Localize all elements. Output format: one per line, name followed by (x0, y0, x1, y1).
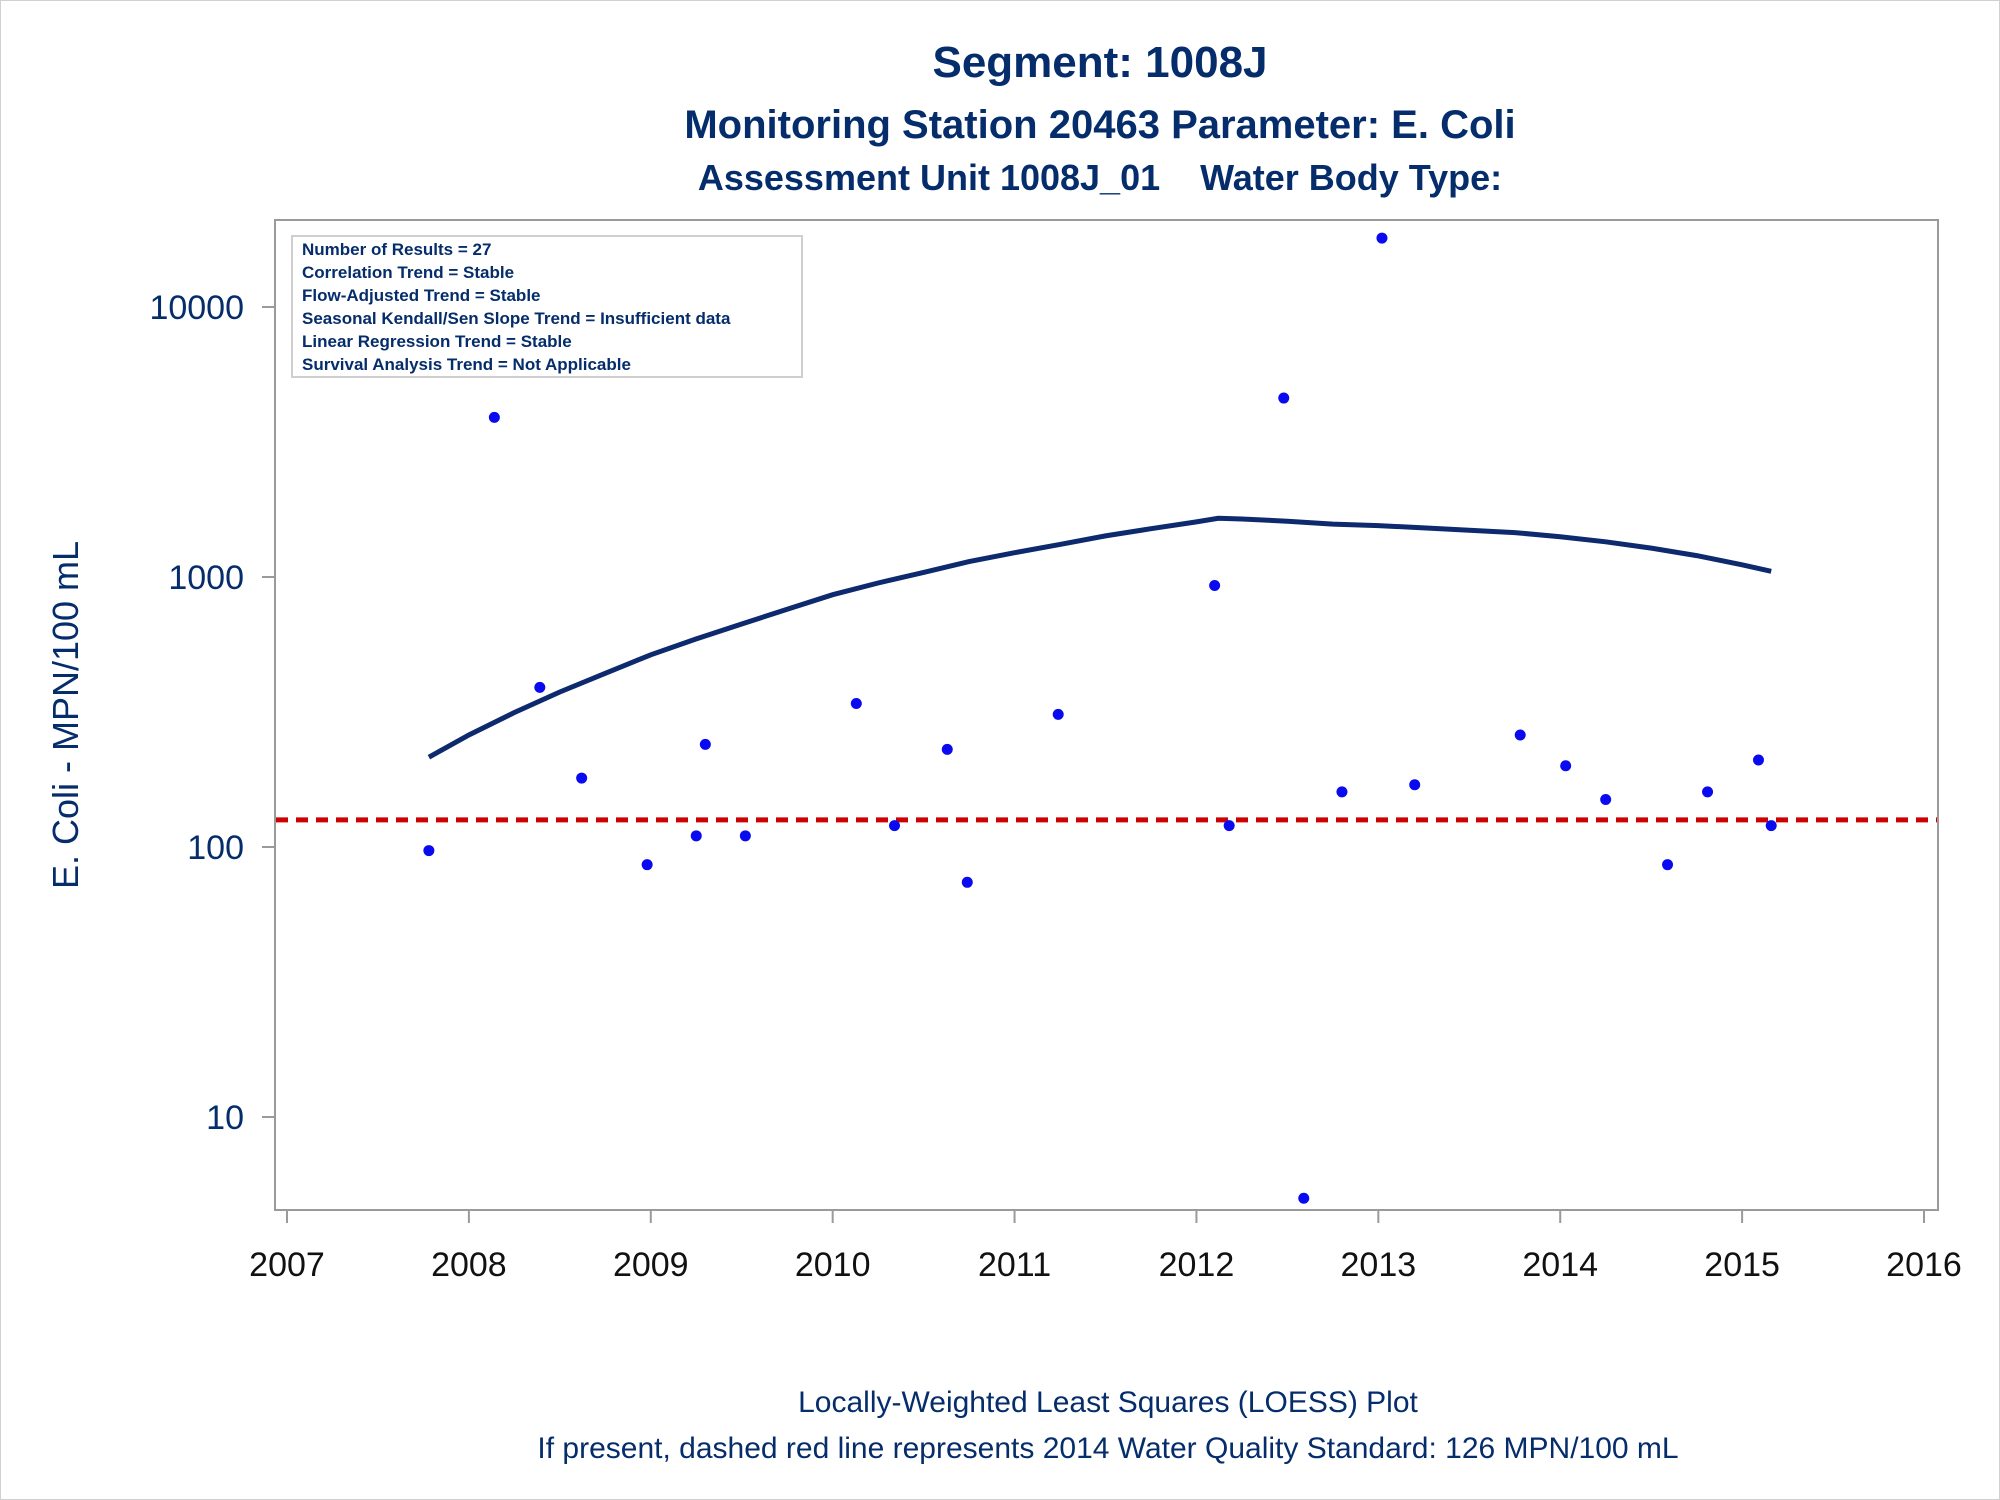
footnote-2: If present, dashed red line represents 2… (537, 1432, 1678, 1465)
x-tick-label: 2012 (1159, 1246, 1235, 1284)
data-point (699, 738, 711, 750)
y-axis-label: E. Coli - MPN/100 mL (45, 541, 86, 889)
data-point (1298, 1192, 1310, 1204)
data-point (1514, 729, 1526, 741)
data-point (961, 876, 973, 888)
y-tick-label: 100 (187, 829, 244, 867)
info-box-line: Linear Regression Trend = Stable (302, 332, 572, 351)
plot-area (274, 219, 1939, 1211)
x-tick-label: 2010 (795, 1246, 871, 1284)
data-point (1052, 708, 1064, 720)
data-point (850, 698, 862, 710)
data-point (1765, 820, 1777, 832)
info-box-line: Correlation Trend = Stable (302, 263, 514, 282)
data-point (1209, 580, 1221, 592)
data-point (739, 830, 751, 842)
x-tick-label: 2013 (1341, 1246, 1417, 1284)
data-point (690, 830, 702, 842)
data-point (488, 411, 500, 423)
data-point (1409, 779, 1421, 791)
data-point (1702, 786, 1714, 798)
data-point (1223, 820, 1235, 832)
x-tick-label: 2007 (249, 1246, 325, 1284)
chart-subtitle-2: Assessment Unit 1008J_01 Water Body Type… (698, 157, 1502, 198)
chart-subtitle-1: Monitoring Station 20463 Parameter: E. C… (684, 103, 1515, 147)
data-point (1278, 392, 1290, 404)
info-box-line: Seasonal Kendall/Sen Slope Trend = Insuf… (302, 309, 731, 328)
data-point (941, 743, 953, 755)
data-point (1560, 760, 1572, 772)
info-box-line: Number of Results = 27 (302, 240, 491, 259)
y-axis: 10 100 1000 10000 (149, 289, 275, 1137)
data-point (1662, 859, 1674, 871)
x-tick-label: 2014 (1522, 1246, 1598, 1284)
data-point (1752, 754, 1764, 766)
data-point (1600, 793, 1612, 805)
x-tick-label: 2008 (431, 1246, 507, 1284)
data-points (423, 232, 1777, 1204)
loess-curve (427, 515, 1772, 760)
chart-title: Segment: 1008J (932, 38, 1267, 87)
x-tick-label: 2015 (1704, 1246, 1780, 1284)
footnote-1: Locally-Weighted Least Squares (LOESS) P… (798, 1386, 1418, 1419)
x-tick-label: 2016 (1886, 1246, 1962, 1284)
info-box (291, 235, 803, 378)
x-tick-label: 2009 (613, 1246, 689, 1284)
y-tick-label: 1000 (168, 559, 244, 597)
info-box-lines: Number of Results = 27 Correlation Trend … (302, 240, 731, 374)
y-tick-label: 10 (206, 1099, 244, 1137)
info-box-line: Survival Analysis Trend = Not Applicable (302, 355, 631, 374)
y-tick-label: 10000 (149, 289, 244, 327)
x-axis: 2007 2008 2009 2010 2011 2012 2013 2014 2015 2016 (249, 1210, 1962, 1284)
data-point (534, 681, 546, 693)
x-tick-label: 2011 (978, 1246, 1051, 1284)
data-point (889, 820, 901, 832)
data-point (641, 859, 653, 871)
data-point (1336, 786, 1348, 798)
data-point (423, 845, 435, 857)
data-point (1376, 232, 1388, 244)
info-box-line: Flow-Adjusted Trend = Stable (302, 286, 541, 305)
data-point (576, 772, 588, 784)
